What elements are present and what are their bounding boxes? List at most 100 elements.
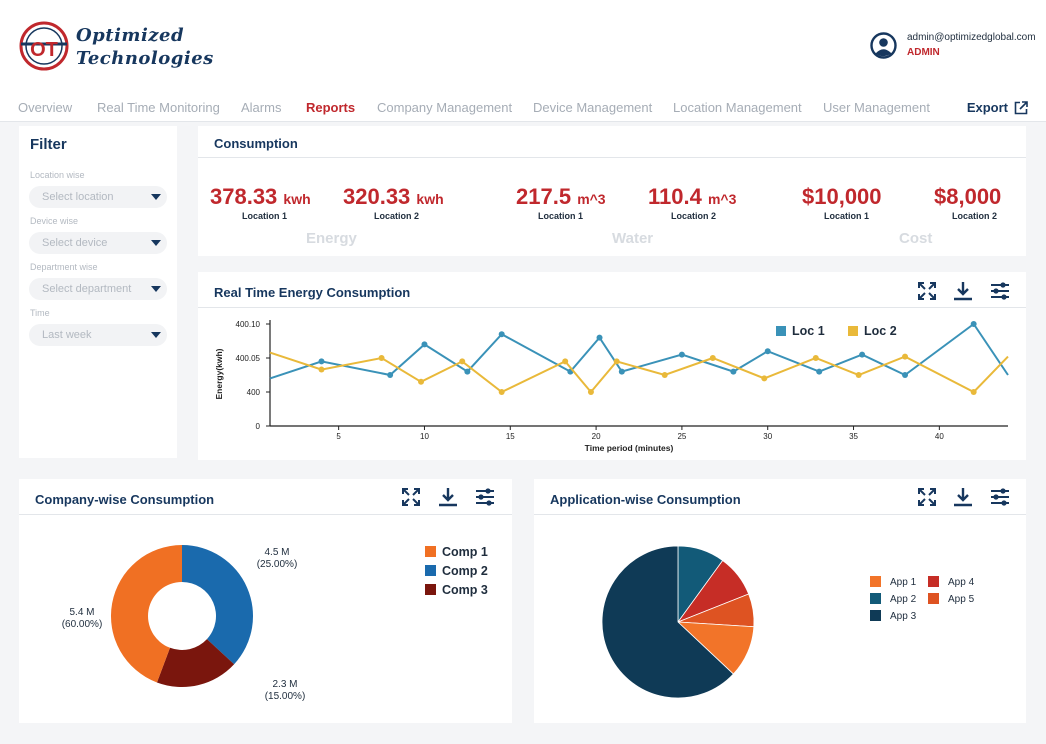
- data-point: [859, 351, 866, 358]
- legend-label: App 3: [890, 611, 917, 622]
- department-select[interactable]: Select department: [29, 278, 167, 300]
- user-avatar-icon[interactable]: [870, 32, 897, 59]
- y-axis-title: Energy(kwh): [214, 348, 224, 399]
- energy-loc1-value: 378.33 kwh: [210, 184, 311, 210]
- export-label: Export: [966, 100, 1008, 115]
- device-select-value: Select device: [42, 237, 108, 249]
- data-point: [678, 351, 685, 358]
- data-point: [761, 375, 768, 382]
- legend-label: App 4: [948, 577, 975, 588]
- logo-letters: OT: [30, 39, 58, 61]
- department-select-value: Select department: [42, 283, 132, 295]
- legend-label: App 2: [890, 594, 917, 605]
- x-tick-label: 5: [336, 432, 341, 441]
- expand-icon[interactable]: [916, 280, 938, 302]
- water-loc2-label: Location 2: [671, 211, 717, 221]
- energy-category-label: Energy: [306, 230, 357, 247]
- x-tick-label: 40: [935, 432, 944, 441]
- legend-swatch: [928, 593, 939, 604]
- x-tick-label: 35: [849, 432, 858, 441]
- data-point: [970, 389, 977, 396]
- series-line-1: [269, 322, 1009, 380]
- data-point: [418, 378, 425, 385]
- legend-label: Comp 3: [442, 583, 488, 597]
- slice-percent-label: (60.00%): [62, 619, 103, 630]
- application-pie-chart: App 1 App 4 App 2 App 5 App 3: [601, 545, 975, 699]
- data-point: [816, 368, 823, 375]
- settings-sliders-icon[interactable]: [474, 486, 496, 508]
- water-loc2-unit: m^3: [707, 191, 737, 207]
- external-link-icon: [1014, 100, 1028, 114]
- energy-loc1-number: 378.33: [210, 184, 278, 209]
- data-point: [661, 372, 668, 378]
- download-icon[interactable]: [437, 486, 459, 508]
- x-tick-label: 10: [420, 432, 429, 441]
- nav-reports[interactable]: Reports: [306, 100, 356, 115]
- legend-swatch: [928, 576, 939, 587]
- nav-user-management[interactable]: User Management: [823, 100, 930, 115]
- chevron-down-icon: [151, 194, 161, 200]
- filter-panel: Filter Location wise Select location Dev…: [19, 126, 177, 458]
- legend-label: Comp 1: [442, 545, 488, 559]
- data-point: [902, 372, 909, 378]
- nav-real-time-monitoring[interactable]: Real Time Monitoring: [97, 100, 220, 115]
- data-point: [378, 355, 385, 361]
- energy-loc1-unit: kwh: [283, 191, 311, 207]
- cost-loc1-label: Location 1: [824, 211, 870, 221]
- data-point: [730, 368, 737, 375]
- settings-sliders-icon[interactable]: [989, 280, 1011, 302]
- data-point: [498, 389, 505, 396]
- download-icon[interactable]: [952, 486, 974, 508]
- water-loc1-label: Location 1: [538, 211, 584, 221]
- expand-icon[interactable]: [400, 486, 422, 508]
- legend-swatch: [425, 546, 436, 557]
- y-tick-label: 400.05: [236, 354, 261, 363]
- download-icon[interactable]: [952, 280, 974, 302]
- slice-value-label: 2.3 M: [272, 679, 297, 690]
- data-point: [764, 348, 771, 355]
- slice-percent-label: (25.00%): [257, 559, 298, 570]
- location-select-value: Select location: [42, 191, 114, 203]
- data-point: [618, 368, 625, 375]
- cost-loc2-label: Location 2: [952, 211, 998, 221]
- export-button[interactable]: Export: [967, 100, 1028, 115]
- company-donut-chart: 5.4 M(60.00%) Comp 1 4.5 M(25.00%) Comp 2 2.…: [62, 545, 488, 702]
- main-nav: Overview Real Time Monitoring Alarms Rep…: [0, 92, 1046, 122]
- data-point: [970, 321, 977, 327]
- data-point: [855, 372, 862, 378]
- card-divider: [19, 514, 512, 515]
- data-point: [812, 355, 819, 361]
- filter-title: Filter: [30, 136, 67, 153]
- time-select[interactable]: Last week: [29, 324, 167, 346]
- data-point: [459, 358, 466, 365]
- slice-value-label: 5.4 M: [69, 607, 94, 618]
- brand-name-line1: Optimized: [76, 25, 185, 46]
- cost-loc1-value: $10,000: [802, 184, 882, 209]
- settings-sliders-icon[interactable]: [989, 486, 1011, 508]
- nav-alarms[interactable]: Alarms: [241, 100, 282, 115]
- data-point: [596, 334, 603, 341]
- card-divider: [534, 514, 1026, 515]
- location-select[interactable]: Select location: [29, 186, 167, 208]
- data-point: [613, 358, 620, 365]
- nav-device-management[interactable]: Device Management: [533, 100, 653, 115]
- slice-value-label: 4.5 M: [264, 547, 289, 558]
- legend-label: App 5: [948, 594, 975, 605]
- brand-name-line2: Technologies: [76, 48, 214, 69]
- water-loc2-number: 110.4: [648, 184, 702, 209]
- legend-swatch: [425, 584, 436, 595]
- legend-swatch: [870, 576, 881, 587]
- application-title: Application-wise Consumption: [550, 492, 741, 507]
- data-point: [318, 358, 325, 365]
- nav-overview[interactable]: Overview: [18, 100, 73, 115]
- chevron-down-icon: [151, 240, 161, 246]
- donut-slice: [110, 545, 182, 683]
- nav-location-management[interactable]: Location Management: [673, 100, 802, 115]
- device-select[interactable]: Select device: [29, 232, 167, 254]
- filter-label-time: Time: [30, 308, 50, 318]
- nav-company-management[interactable]: Company Management: [377, 100, 513, 115]
- expand-icon[interactable]: [916, 486, 938, 508]
- card-divider: [198, 307, 1026, 308]
- data-point: [421, 341, 428, 348]
- water-loc1-value: 217.5 m^3: [516, 184, 606, 210]
